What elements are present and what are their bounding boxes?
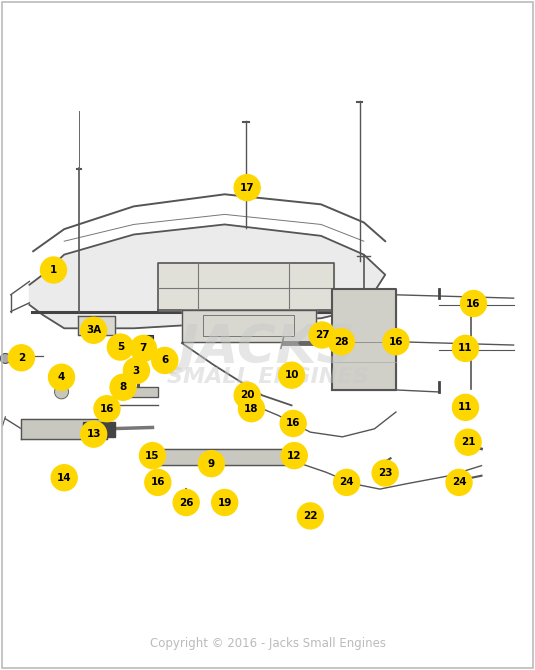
Text: 3: 3	[133, 366, 140, 375]
Text: 20: 20	[240, 391, 255, 400]
Polygon shape	[83, 422, 115, 437]
Circle shape	[309, 322, 335, 348]
Text: 3A: 3A	[86, 326, 101, 335]
Text: 6: 6	[161, 356, 169, 365]
Text: 21: 21	[461, 438, 476, 447]
Text: 7: 7	[140, 344, 147, 353]
Circle shape	[181, 499, 191, 509]
Circle shape	[234, 383, 260, 408]
Circle shape	[198, 451, 224, 476]
Text: 10: 10	[284, 371, 299, 380]
Text: 16: 16	[286, 419, 301, 428]
Text: 27: 27	[315, 330, 330, 340]
Circle shape	[94, 396, 120, 421]
Circle shape	[145, 470, 171, 495]
Text: 5: 5	[117, 342, 124, 352]
Circle shape	[279, 362, 304, 388]
Text: Copyright © 2016 - Jacks Small Engines: Copyright © 2016 - Jacks Small Engines	[149, 636, 386, 650]
Text: 11: 11	[458, 344, 473, 353]
Text: 16: 16	[388, 337, 403, 346]
Text: 22: 22	[303, 511, 318, 521]
Circle shape	[9, 345, 34, 371]
Text: 14: 14	[57, 473, 72, 482]
Text: 15: 15	[145, 451, 160, 460]
Circle shape	[1, 354, 10, 363]
Text: 6: 6	[162, 357, 170, 366]
Circle shape	[334, 470, 360, 495]
Text: 13: 13	[86, 429, 101, 439]
Circle shape	[81, 318, 106, 343]
Text: 23: 23	[378, 468, 393, 478]
Text: 16: 16	[150, 478, 165, 487]
Text: 28: 28	[334, 337, 349, 346]
Bar	[143, 335, 154, 355]
Circle shape	[281, 443, 307, 468]
Circle shape	[280, 411, 306, 436]
Circle shape	[446, 470, 472, 495]
Circle shape	[461, 291, 486, 316]
Circle shape	[453, 336, 478, 361]
Circle shape	[124, 358, 149, 383]
Polygon shape	[155, 449, 297, 465]
Text: JACKS: JACKS	[179, 322, 356, 375]
Text: 17: 17	[240, 183, 255, 192]
Circle shape	[140, 443, 165, 468]
Text: 2: 2	[18, 353, 25, 362]
Polygon shape	[182, 310, 316, 342]
Circle shape	[152, 348, 178, 373]
Circle shape	[218, 497, 232, 511]
Circle shape	[173, 490, 199, 515]
Circle shape	[131, 336, 156, 361]
Polygon shape	[158, 263, 334, 310]
Circle shape	[49, 364, 74, 390]
Polygon shape	[332, 289, 396, 390]
Text: 26: 26	[179, 498, 194, 507]
Text: 16: 16	[100, 404, 114, 413]
Circle shape	[114, 337, 126, 349]
Polygon shape	[115, 387, 158, 397]
Circle shape	[110, 375, 136, 400]
Text: 19: 19	[218, 498, 232, 507]
Text: 16: 16	[466, 299, 481, 308]
Circle shape	[108, 334, 133, 360]
Circle shape	[372, 460, 398, 486]
Polygon shape	[29, 224, 385, 328]
Text: 24: 24	[339, 478, 354, 487]
Circle shape	[455, 429, 481, 455]
Circle shape	[51, 465, 77, 490]
Text: 18: 18	[244, 404, 259, 413]
Text: 12: 12	[287, 451, 302, 460]
Polygon shape	[21, 419, 107, 439]
Circle shape	[383, 329, 409, 354]
Circle shape	[212, 490, 238, 515]
Circle shape	[239, 396, 264, 421]
Text: 8: 8	[119, 383, 127, 392]
Circle shape	[328, 329, 354, 354]
Circle shape	[234, 175, 260, 200]
Circle shape	[55, 385, 68, 399]
Circle shape	[55, 367, 68, 381]
Circle shape	[41, 257, 66, 283]
Text: 4: 4	[58, 373, 65, 382]
Circle shape	[81, 421, 106, 447]
Polygon shape	[78, 316, 115, 335]
Text: 9: 9	[208, 459, 215, 468]
Circle shape	[453, 395, 478, 420]
Circle shape	[303, 513, 317, 526]
Circle shape	[55, 379, 68, 393]
Text: SMALL ENGINES: SMALL ENGINES	[167, 366, 368, 387]
Text: 11: 11	[458, 403, 473, 412]
Text: 24: 24	[452, 478, 467, 487]
Circle shape	[55, 373, 68, 387]
Circle shape	[241, 386, 253, 398]
Text: 1: 1	[50, 265, 57, 275]
Circle shape	[297, 503, 323, 529]
